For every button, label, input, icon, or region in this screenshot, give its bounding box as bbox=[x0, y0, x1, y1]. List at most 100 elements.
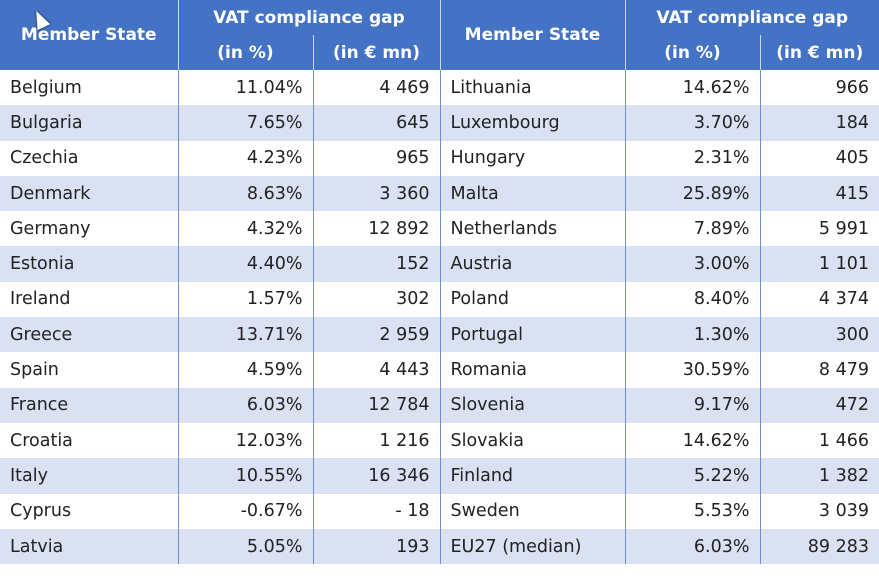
gap-eur-cell: 4 469 bbox=[312, 70, 440, 106]
member-state-cell: Hungary bbox=[439, 140, 625, 176]
table-row: France 6.03% 12 784 Slovenia 9.17% 472 bbox=[0, 387, 879, 423]
gap-pct-cell: 1.30% bbox=[624, 317, 760, 353]
member-state-cell: Belgium bbox=[10, 77, 82, 98]
gap-pct-cell: 14.62% bbox=[624, 422, 760, 459]
member-state-cell: Portugal bbox=[439, 317, 625, 353]
gap-pct-cell: 30.59% bbox=[624, 352, 760, 388]
gap-pct-cell: 9.17% bbox=[624, 387, 760, 423]
gap-pct-cell: -0.67% bbox=[177, 493, 313, 529]
member-state-cell: Finland bbox=[439, 458, 625, 494]
member-state-cell: Romania bbox=[439, 352, 625, 388]
member-state-cell: Poland bbox=[439, 281, 625, 318]
gap-eur-cell: 405 bbox=[759, 140, 879, 176]
member-state-cell: Latvia bbox=[0, 528, 178, 565]
gap-eur-cell: 193 bbox=[312, 528, 440, 565]
gap-pct-cell: 4.40% bbox=[177, 246, 313, 282]
gap-pct-cell: 13.71% bbox=[177, 317, 313, 353]
header-member-state: Member State bbox=[439, 0, 625, 70]
gap-pct-cell: 5.05% bbox=[177, 528, 313, 565]
gap-eur-cell: 645 bbox=[312, 105, 440, 141]
gap-pct-cell: 7.89% bbox=[624, 211, 760, 247]
table-row: Germany 4.32% 12 892 Netherlands 7.89% 5 991 bbox=[0, 211, 879, 247]
vat-gap-table: Member State VAT compliance gap Member S… bbox=[0, 0, 879, 565]
table-row: Belgium 11.04% 4 469 Lithuania 14.62% 966 bbox=[0, 70, 879, 106]
gap-pct-cell: 6.03% bbox=[177, 387, 313, 423]
member-state-cell: Malta bbox=[439, 175, 625, 212]
member-state-cell: Luxembourg bbox=[439, 105, 625, 141]
gap-eur-cell: 184 bbox=[759, 105, 879, 141]
header-eur: (in € mn) bbox=[312, 35, 440, 70]
table-row: Spain 4.59% 4 443 Romania 30.59% 8 479 bbox=[0, 352, 879, 388]
member-state-cell: Cyprus bbox=[10, 501, 72, 522]
gap-pct-cell: 7.65% bbox=[177, 105, 313, 141]
gap-pct-cell: 14.62% bbox=[624, 70, 760, 106]
gap-pct-cell: 3.70% bbox=[624, 105, 760, 141]
header-pct: (in %) bbox=[177, 35, 313, 70]
table-row: Ireland 1.57% 302 Poland 8.40% 4 374 bbox=[0, 281, 879, 318]
gap-pct-cell: 5.22% bbox=[624, 458, 760, 494]
member-state-cell: Austria bbox=[439, 246, 625, 282]
member-state-cell: Sweden bbox=[439, 493, 625, 529]
gap-eur-cell: 302 bbox=[312, 281, 440, 318]
gap-eur-cell: 152 bbox=[312, 246, 440, 282]
gap-pct-cell: 4.59% bbox=[177, 352, 313, 388]
gap-pct-cell: 5.53% bbox=[624, 493, 760, 529]
gap-pct-cell: 11.04% bbox=[177, 70, 313, 106]
gap-eur-cell: 1 216 bbox=[312, 422, 440, 459]
table-row: Croatia 12.03% 1 216 Slovakia 14.62% 1 466 bbox=[0, 422, 879, 459]
gap-eur-cell: 5 991 bbox=[759, 211, 879, 247]
gap-pct-cell: 6.03% bbox=[624, 528, 760, 565]
gap-pct-cell: 4.23% bbox=[177, 140, 313, 176]
member-state-cell: Slovenia bbox=[439, 387, 625, 423]
gap-pct-cell: 3.00% bbox=[624, 246, 760, 282]
member-state-cell: Croatia bbox=[10, 430, 73, 451]
gap-pct-cell: 8.63% bbox=[177, 175, 313, 212]
table-row: Cyprus -0.67% - 18 Sweden 5.53% 3 039 bbox=[0, 493, 879, 529]
table-row: Bulgaria 7.65% 645 Luxembourg 3.70% 184 bbox=[0, 105, 879, 141]
gap-eur-cell: 1 382 bbox=[759, 458, 879, 494]
gap-eur-cell: 300 bbox=[759, 317, 879, 353]
gap-pct-cell: 8.40% bbox=[624, 281, 760, 318]
member-state-cell: Estonia bbox=[0, 246, 178, 282]
member-state-cell: Spain bbox=[10, 360, 59, 381]
gap-pct-cell: 12.03% bbox=[177, 422, 313, 459]
gap-eur-cell: 965 bbox=[312, 140, 440, 176]
table-row: Latvia 5.05% 193 EU27 (median) 6.03% 89 283 bbox=[0, 528, 879, 565]
member-state-cell: Denmark bbox=[0, 175, 178, 212]
gap-eur-cell: 966 bbox=[759, 70, 879, 106]
gap-eur-cell: 3 360 bbox=[312, 175, 440, 212]
gap-eur-cell: 2 959 bbox=[312, 317, 440, 353]
member-state-cell: Ireland bbox=[10, 289, 71, 310]
gap-eur-cell: 1 101 bbox=[759, 246, 879, 282]
member-state-cell: Slovakia bbox=[439, 422, 625, 459]
table-row: Denmark 8.63% 3 360 Malta 25.89% 415 bbox=[0, 175, 879, 212]
gap-eur-cell: - 18 bbox=[312, 493, 440, 529]
gap-eur-cell: 16 346 bbox=[312, 458, 440, 494]
gap-pct-cell: 25.89% bbox=[624, 175, 760, 212]
header-vat-gap: VAT compliance gap bbox=[177, 0, 440, 35]
gap-eur-cell: 12 892 bbox=[312, 211, 440, 247]
gap-eur-cell: 4 443 bbox=[312, 352, 440, 388]
header-pct: (in %) bbox=[624, 35, 760, 70]
member-state-cell: Lithuania bbox=[439, 70, 625, 106]
member-state-cell: Greece bbox=[0, 317, 178, 353]
header-vat-gap: VAT compliance gap bbox=[624, 0, 879, 35]
table-row: Estonia 4.40% 152 Austria 3.00% 1 101 bbox=[0, 246, 879, 282]
gap-pct-cell: 2.31% bbox=[624, 140, 760, 176]
table-row: Czechia 4.23% 965 Hungary 2.31% 405 bbox=[0, 140, 879, 176]
gap-eur-cell: 1 466 bbox=[759, 422, 879, 459]
gap-eur-cell: 89 283 bbox=[759, 528, 879, 565]
gap-eur-cell: 4 374 bbox=[759, 281, 879, 318]
member-state-cell: Netherlands bbox=[439, 211, 625, 247]
member-state-cell: Germany bbox=[10, 218, 91, 239]
table-row: Italy 10.55% 16 346 Finland 5.22% 1 382 bbox=[0, 458, 879, 494]
gap-eur-cell: 472 bbox=[759, 387, 879, 423]
header-member-state: Member State bbox=[0, 0, 178, 70]
member-state-cell: Czechia bbox=[10, 148, 79, 169]
gap-eur-cell: 3 039 bbox=[759, 493, 879, 529]
table-row: Greece 13.71% 2 959 Portugal 1.30% 300 bbox=[0, 317, 879, 353]
gap-eur-cell: 8 479 bbox=[759, 352, 879, 388]
header-eur: (in € mn) bbox=[759, 35, 879, 70]
gap-eur-cell: 12 784 bbox=[312, 387, 440, 423]
member-state-cell: EU27 (median) bbox=[439, 528, 625, 565]
